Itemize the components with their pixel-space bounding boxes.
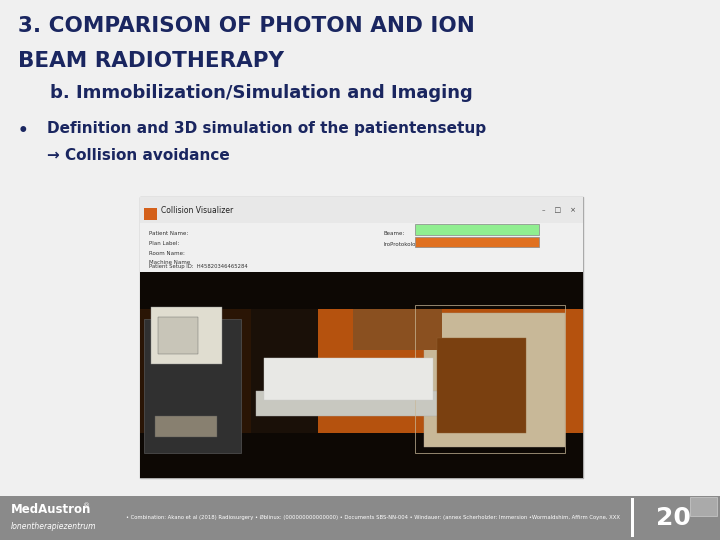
Text: Definition and 3D simulation of the patientensetup: Definition and 3D simulation of the pati… <box>47 122 486 137</box>
Bar <box>318 272 583 478</box>
Text: 3. COMPARISON OF PHOTON AND ION: 3. COMPARISON OF PHOTON AND ION <box>18 16 475 36</box>
Bar <box>415 305 565 453</box>
Bar <box>158 317 198 354</box>
Text: IroProtokolo:: IroProtokolo: <box>384 242 418 247</box>
Text: MedAustron: MedAustron <box>11 503 91 516</box>
Text: Machine Name: Machine Name <box>149 260 190 265</box>
Bar <box>140 272 583 309</box>
Text: Ionentherapiezentrum: Ionentherapiezentrum <box>11 522 96 531</box>
Bar <box>140 197 583 478</box>
Text: ®: ® <box>83 503 90 510</box>
Text: → Collision avoidance: → Collision avoidance <box>47 148 230 164</box>
Bar <box>437 338 526 433</box>
Text: •: • <box>18 122 29 139</box>
Bar <box>140 433 583 478</box>
Bar <box>140 272 251 478</box>
Text: Room Name:: Room Name: <box>149 251 185 255</box>
Bar <box>353 309 441 350</box>
Text: Collision Visualizer: Collision Visualizer <box>161 206 233 214</box>
Text: Patient Name:: Patient Name: <box>149 231 189 236</box>
Bar <box>155 416 217 437</box>
Bar <box>264 358 433 400</box>
Bar <box>631 498 634 537</box>
Bar <box>140 223 583 272</box>
Bar <box>140 272 583 478</box>
Text: • Combination: Akano et al (2018) Radiosurgery • Øblinux: (000000000000000) • Do: • Combination: Akano et al (2018) Radios… <box>126 515 620 521</box>
Text: Plan Label:: Plan Label: <box>149 241 179 246</box>
Bar <box>151 307 222 364</box>
Bar <box>0 496 720 540</box>
Bar <box>144 208 157 220</box>
Text: Beame:: Beame: <box>384 231 405 236</box>
Bar <box>140 197 583 223</box>
Bar <box>690 497 717 516</box>
Bar <box>634 496 720 540</box>
Bar <box>256 392 455 416</box>
Bar <box>424 313 565 447</box>
Text: Patient Setup ID:  H45820346465284: Patient Setup ID: H45820346465284 <box>149 264 248 269</box>
Text: –    □    ×: – □ × <box>542 207 576 213</box>
Text: 20: 20 <box>656 506 690 530</box>
Bar <box>144 319 241 453</box>
Text: BEAM RADIOTHERAPY: BEAM RADIOTHERAPY <box>18 51 284 71</box>
Bar <box>415 224 539 235</box>
Text: b. Immobilization/Simulation and Imaging: b. Immobilization/Simulation and Imaging <box>50 84 473 102</box>
Bar <box>415 237 539 247</box>
